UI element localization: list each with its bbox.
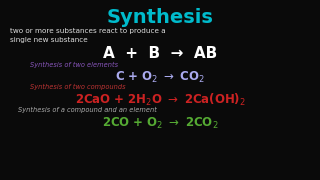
Text: 2CaO + 2H$_2$O $\rightarrow$ 2Ca(OH)$_2$: 2CaO + 2H$_2$O $\rightarrow$ 2Ca(OH)$_2$ xyxy=(75,92,245,108)
Text: Synthesis of two elements: Synthesis of two elements xyxy=(30,62,118,68)
Text: A  +  B  →  AB: A + B → AB xyxy=(103,46,217,61)
Text: Synthesis of two compounds: Synthesis of two compounds xyxy=(30,84,126,90)
Text: 2CO + O$_2$ $\rightarrow$ 2CO$_2$: 2CO + O$_2$ $\rightarrow$ 2CO$_2$ xyxy=(102,116,218,131)
Text: single new substance: single new substance xyxy=(10,37,88,43)
Text: Synthesis: Synthesis xyxy=(107,8,213,27)
Text: Synthesis of a compound and an element: Synthesis of a compound and an element xyxy=(18,107,157,113)
Text: C + O$_2$ $\rightarrow$ CO$_2$: C + O$_2$ $\rightarrow$ CO$_2$ xyxy=(115,70,205,85)
Text: two or more substances react to produce a: two or more substances react to produce … xyxy=(10,28,166,34)
